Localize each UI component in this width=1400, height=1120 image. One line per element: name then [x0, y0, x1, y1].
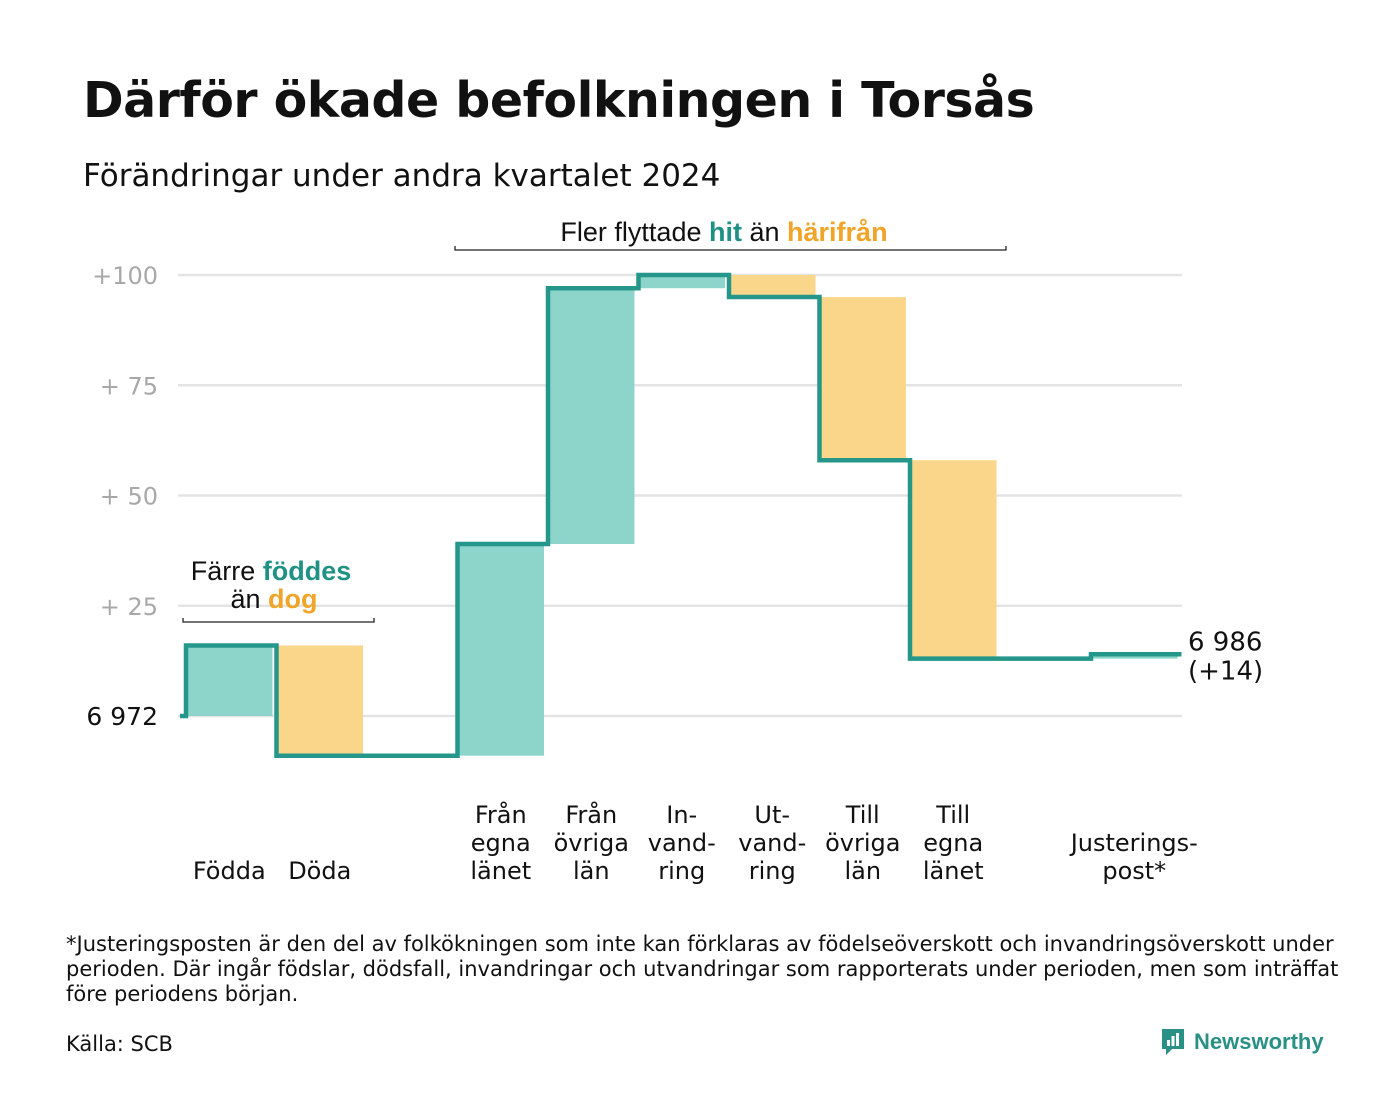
category-label-fran_ovriga: län — [573, 857, 610, 885]
annotation-part: härifrån — [787, 217, 888, 247]
start-value-label: 6 972 — [86, 702, 158, 731]
category-label-justering: Justerings- — [1069, 829, 1198, 857]
category-label-till_egna: egna — [923, 829, 983, 857]
annotation-part: Fler flyttade — [560, 217, 709, 247]
chart-title: Därför ökade befolkningen i Torsås — [83, 72, 1035, 129]
bar-invandring — [638, 275, 725, 289]
bar-till_ovriga — [819, 297, 906, 461]
end-change-label: (+14) — [1188, 656, 1263, 686]
category-label-utvandring: ring — [749, 857, 796, 885]
category-label-till_ovriga: Till — [845, 801, 880, 829]
bracket-natural — [182, 618, 375, 623]
bracket-migration — [454, 246, 1007, 251]
annotation-part: än — [742, 217, 787, 247]
annotation-migration: Fler flyttade hit än härifrån — [560, 217, 887, 247]
brand: Newsworthy — [1160, 1027, 1324, 1057]
category-label-fodda: Födda — [193, 857, 266, 885]
end-value-label: 6 986 — [1188, 627, 1262, 657]
y-tick-label: +100 — [92, 262, 158, 290]
category-label-fran_ovriga: övriga — [554, 829, 629, 857]
source-label: Källa: SCB — [66, 1032, 173, 1056]
line-layer — [180, 272, 1182, 758]
chart-subtitle: Förändringar under andra kvartalet 2024 — [83, 158, 721, 194]
category-label-till_ovriga: övriga — [825, 829, 900, 857]
category-label-fran_egna: egna — [471, 829, 531, 857]
annotation-part: hit — [709, 217, 742, 247]
newsworthy-logo-icon — [1162, 1029, 1184, 1055]
annotation-part: Färre — [191, 556, 263, 586]
category-label-invandring: In- — [666, 801, 697, 829]
category-label-utvandring: Ut- — [754, 801, 790, 829]
annotation-part: dog — [268, 584, 317, 614]
category-label-utvandring: vand- — [738, 829, 806, 857]
category-label-fran_ovriga: Från — [565, 800, 617, 829]
bar-till_egna — [910, 460, 997, 659]
category-label-fran_egna: Från — [475, 800, 527, 829]
brand-name: Newsworthy — [1194, 1029, 1324, 1054]
category-label-doda: Döda — [288, 857, 351, 885]
y-tick-label: + 75 — [100, 372, 158, 400]
cumulative-step-line — [180, 272, 1182, 758]
category-label-invandring: vand- — [648, 829, 716, 857]
bar-fran_ovriga — [548, 288, 635, 545]
category-label-invandring: ring — [658, 857, 705, 885]
category-label-till_egna: Till — [935, 801, 970, 829]
y-tick-label: + 25 — [100, 593, 158, 621]
bar-fran_egna — [457, 544, 544, 756]
annotation-natural-2: än dog — [230, 584, 317, 614]
category-label-fran_egna: länet — [470, 857, 531, 885]
bar-doda — [276, 645, 363, 756]
category-label-till_ovriga: län — [844, 857, 881, 885]
annotation-part: föddes — [263, 556, 352, 586]
category-label-justering: post* — [1102, 857, 1166, 885]
footnote: *Justeringsposten är den del av folkökni… — [66, 932, 1339, 1006]
y-tick-label: + 50 — [100, 483, 158, 511]
bar-layer — [186, 275, 1178, 756]
bar-fodda — [186, 645, 273, 716]
category-label-till_egna: länet — [923, 857, 984, 885]
annotation-natural-1: Färre föddes — [191, 556, 352, 586]
annotation-part: än — [230, 584, 268, 614]
bar-utvandring — [729, 275, 816, 298]
annotation-layer: Fler flyttade hit än härifrån Färre födde… — [182, 217, 1007, 623]
